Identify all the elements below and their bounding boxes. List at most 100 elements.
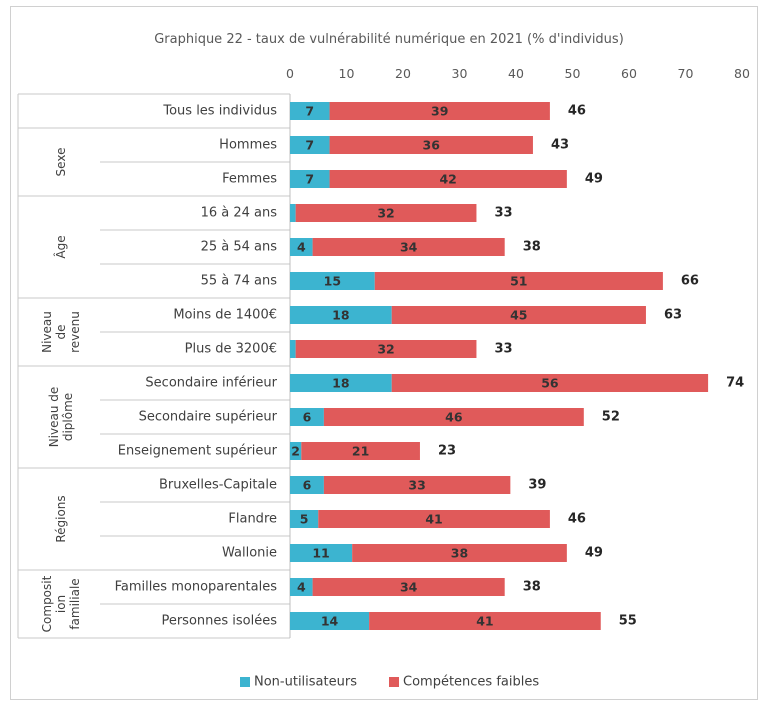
group-label: Âge — [53, 235, 68, 258]
bar-competences-faibles — [323, 408, 584, 426]
data-label-competences-faibles: 38 — [451, 546, 468, 561]
group-label: Sexe — [54, 148, 68, 177]
data-label-non-utilisateurs: 15 — [324, 274, 341, 289]
bar-non-utilisateurs — [290, 374, 392, 392]
bar-non-utilisateurs — [290, 476, 324, 494]
data-label-non-utilisateurs: 7 — [305, 172, 314, 187]
legend-label-non-utilisateurs: Non-utilisateurs — [254, 675, 357, 690]
group-label: diplôme — [61, 393, 75, 441]
data-label-competences-faibles: 45 — [510, 308, 527, 323]
category-label: Personnes isolées — [161, 614, 277, 629]
total-label: 46 — [568, 104, 586, 119]
total-label: 49 — [585, 546, 603, 561]
bar-non-utilisateurs — [290, 442, 302, 460]
group-label: Composit — [40, 575, 54, 632]
bar-non-utilisateurs — [290, 102, 330, 120]
category-label: 16 à 24 ans — [201, 206, 278, 221]
bar-competences-faibles — [374, 272, 663, 290]
chart-title: Graphique 22 - taux de vulnérabilité num… — [154, 32, 624, 47]
total-label: 43 — [551, 138, 569, 153]
bar-non-utilisateurs — [290, 170, 330, 188]
group-label: Régions — [54, 495, 68, 542]
total-label: 38 — [523, 240, 541, 255]
bar-non-utilisateurs — [290, 204, 296, 222]
bar-non-utilisateurs — [290, 612, 370, 630]
data-label-competences-faibles: 34 — [400, 580, 418, 595]
total-label: 39 — [528, 478, 546, 493]
data-label-competences-faibles: 21 — [352, 444, 369, 459]
data-label-non-utilisateurs: 7 — [305, 104, 314, 119]
bar-competences-faibles — [369, 612, 601, 630]
legend-label-competences-faibles: Compétences faibles — [403, 675, 539, 690]
category-label: Familles monoparentales — [115, 580, 278, 595]
bar-competences-faibles — [391, 306, 646, 324]
data-label-competences-faibles: 34 — [400, 240, 418, 255]
data-label-competences-faibles: 33 — [408, 478, 425, 493]
total-label: 74 — [726, 376, 744, 391]
data-label-non-utilisateurs: 14 — [321, 614, 339, 629]
category-label: Femmes — [222, 172, 277, 187]
category-label: Moins de 1400€ — [173, 308, 277, 323]
data-label-non-utilisateurs: 7 — [305, 138, 314, 153]
category-label: Secondaire supérieur — [139, 410, 278, 425]
bar-non-utilisateurs — [290, 340, 296, 358]
x-tick-label: 80 — [734, 66, 750, 81]
category-label: 55 à 74 ans — [201, 274, 278, 289]
category-label: Bruxelles-Capitale — [159, 478, 277, 493]
group-label: revenu — [68, 311, 82, 353]
data-label-competences-faibles: 42 — [439, 172, 456, 187]
category-label: Wallonie — [222, 546, 277, 561]
bar-non-utilisateurs — [290, 578, 313, 596]
data-label-non-utilisateurs: 4 — [297, 580, 306, 595]
legend-swatch-competences-faibles — [389, 677, 399, 687]
group-label: de — [54, 325, 68, 340]
bar-non-utilisateurs — [290, 238, 313, 256]
data-label-non-utilisateurs: 6 — [303, 478, 312, 493]
data-label-non-utilisateurs: 11 — [312, 546, 329, 561]
data-label-competences-faibles: 46 — [445, 410, 463, 425]
category-label: 25 à 54 ans — [201, 240, 278, 255]
bar-non-utilisateurs — [290, 306, 392, 324]
category-label: Hommes — [219, 138, 277, 153]
x-tick-label: 40 — [508, 66, 524, 81]
group-label: familiale — [68, 578, 82, 629]
bar-competences-faibles — [329, 170, 567, 188]
chart-frame — [10, 6, 758, 700]
legend-swatch-non-utilisateurs — [240, 677, 250, 687]
data-label-competences-faibles: 56 — [541, 376, 559, 391]
total-label: 38 — [523, 580, 541, 595]
bar-non-utilisateurs — [290, 510, 319, 528]
total-label: 52 — [602, 410, 620, 425]
bar-competences-faibles — [352, 544, 567, 562]
category-label: Flandre — [228, 512, 277, 527]
bar-competences-faibles — [312, 578, 505, 596]
bar-non-utilisateurs — [290, 272, 375, 290]
data-label-competences-faibles: 36 — [423, 138, 441, 153]
bar-non-utilisateurs — [290, 136, 330, 154]
data-label-non-utilisateurs: 6 — [303, 410, 312, 425]
bar-competences-faibles — [323, 476, 511, 494]
bar-competences-faibles — [295, 340, 477, 358]
total-label: 55 — [619, 614, 637, 629]
data-label-non-utilisateurs: 18 — [332, 376, 349, 391]
category-label: Tous les individus — [162, 104, 277, 119]
x-tick-label: 70 — [678, 66, 694, 81]
x-tick-label: 20 — [395, 66, 411, 81]
x-tick-label: 50 — [565, 66, 581, 81]
total-label: 33 — [494, 206, 512, 221]
total-label: 66 — [681, 274, 699, 289]
data-label-non-utilisateurs: 5 — [300, 512, 309, 527]
group-label: Niveau de — [47, 387, 61, 448]
x-tick-label: 10 — [339, 66, 355, 81]
total-label: 33 — [494, 342, 512, 357]
category-label: Enseignement supérieur — [118, 444, 278, 459]
bar-competences-faibles — [329, 102, 550, 120]
bar-competences-faibles — [312, 238, 505, 256]
bar-competences-faibles — [301, 442, 420, 460]
bar-competences-faibles — [329, 136, 533, 154]
total-label: 23 — [438, 444, 456, 459]
data-label-competences-faibles: 51 — [510, 274, 527, 289]
data-label-non-utilisateurs: 18 — [332, 308, 349, 323]
bar-competences-faibles — [391, 374, 709, 392]
